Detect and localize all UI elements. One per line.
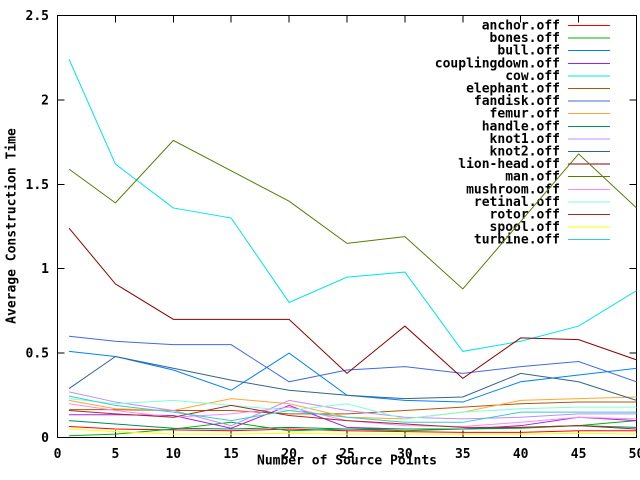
x-tick-label: 45: [571, 447, 587, 462]
y-axis-title: Average Construction Time: [4, 128, 20, 324]
legend-label-handle.off: handle.off: [482, 119, 560, 134]
legend-label-couplingdown.off: couplingdown.off: [435, 56, 560, 71]
legend-label-retinal.off: retinal.off: [474, 195, 560, 210]
legend-label-bull.off: bull.off: [497, 44, 560, 59]
legend-label-bones.off: bones.off: [490, 31, 560, 46]
y-tick-label: 2.5: [26, 9, 49, 24]
series-line-lion-head.off: [68, 227, 637, 380]
series-line-retinal.off: [69, 398, 637, 420]
legend-label-fandisk.off: fandisk.off: [474, 94, 560, 109]
y-tick-label: 2: [41, 93, 49, 108]
y-tick-label: 1.5: [26, 178, 49, 193]
series-line-knot1.off: [68, 391, 637, 427]
legend-label-femur.off: femur.off: [490, 107, 560, 122]
legend-label-spool.off: spool.off: [490, 220, 560, 235]
legend-label-knot2.off: knot2.off: [490, 145, 560, 160]
legend-label-knot1.off: knot1.off: [490, 132, 560, 147]
legend-label-lion-head.off: lion-head.off: [458, 157, 560, 172]
x-tick-label: 0: [54, 447, 62, 462]
legend-label-mushroom.off: mushroom.off: [466, 182, 560, 197]
x-tick-label: 10: [165, 447, 181, 462]
x-tick-label: 15: [223, 447, 239, 462]
series-line-cow.off: [68, 59, 637, 352]
series-line-fandisk.off: [69, 335, 637, 383]
y-tick-label: 1: [41, 262, 49, 277]
series-line-spool.off: [69, 428, 637, 435]
legend-label-turbine.off: turbine.off: [474, 233, 560, 248]
series-line-anchor.off: [69, 426, 637, 433]
x-tick-label: 30: [397, 447, 413, 462]
legend-label-anchor.off: anchor.off: [482, 19, 560, 34]
x-tick-label: 5: [111, 447, 119, 462]
series-line-man.off: [68, 139, 637, 290]
series-line-rotor.off: [69, 404, 637, 430]
y-tick-label: 0: [41, 431, 49, 446]
legend-label-elephant.off: elephant.off: [466, 82, 560, 97]
series-line-knot2.off: [68, 355, 637, 401]
x-tick-label: 40: [513, 447, 529, 462]
y-tick-label: 0.5: [26, 347, 49, 362]
x-axis-title: Number of Source Points: [256, 453, 438, 469]
x-tick-label: 25: [339, 447, 355, 462]
legend-label-man.off: man.off: [505, 170, 560, 185]
x-tick-label: 50: [629, 447, 640, 462]
x-tick-label: 20: [281, 447, 297, 462]
series-line-turbine.off: [68, 395, 637, 423]
legend-label-cow.off: cow.off: [505, 69, 560, 84]
x-tick-label: 35: [455, 447, 471, 462]
legend-label-rotor.off: rotor.off: [490, 208, 560, 223]
